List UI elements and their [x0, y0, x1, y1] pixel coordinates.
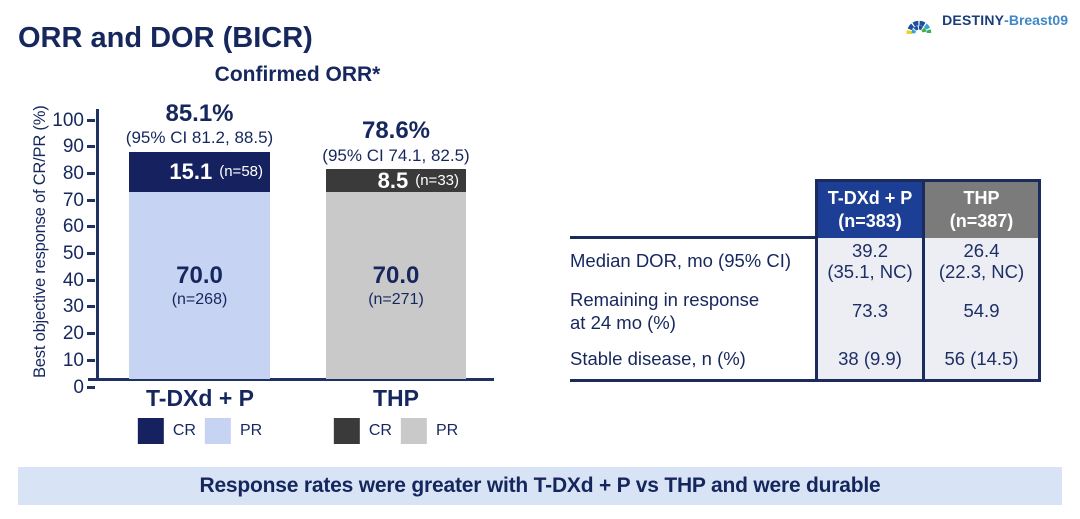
pr-legend-label: PR [239, 422, 263, 439]
table-cell: 73.3 [818, 284, 922, 338]
cr-legend-label: CR [172, 422, 196, 439]
col-header-name: T-DXd + P [827, 187, 913, 208]
pr-legend-swatch [204, 418, 231, 444]
destiny-logo-icon [906, 20, 932, 34]
pr-label-block: 70.0 (n=271) [368, 262, 424, 309]
pr-legend-label: PR [435, 422, 459, 439]
table-cell: 54.9 [925, 284, 1038, 338]
bar-foot-thp: THP CR PR [333, 385, 459, 444]
table-cell: 39.2 (35.1, NC) [818, 238, 922, 284]
y-tick-100: 100 [46, 111, 97, 130]
cell-ci: (22.3, NC) [938, 261, 1025, 282]
dor-table-row-labels: Median DOR, mo (95% CI) Remaining in res… [570, 238, 812, 379]
row-label-line: Median DOR, mo (95% CI) [570, 250, 792, 272]
cr-segment: 15.1 (n=58) [129, 151, 270, 193]
table-cell: 38 (9.9) [818, 338, 922, 379]
table-cell: 26.4 (22.3, NC) [925, 238, 1038, 284]
y-tick-90: 90 [46, 137, 97, 156]
orr-total-block: 78.6% (95% CI 74.1, 82.5) [322, 117, 469, 166]
table-cell: 56 (14.5) [925, 338, 1038, 379]
y-tick-60: 60 [46, 217, 97, 236]
pr-n-count: (n=271) [368, 290, 424, 308]
legend-thp: CR PR [333, 418, 459, 444]
cr-value: 15.1 [169, 158, 213, 184]
y-tick-0: 0 [46, 378, 97, 397]
col-header-name: THP [963, 187, 1000, 208]
x-category-label: T-DXd + P [146, 385, 254, 411]
cr-n-count: (n=58) [219, 163, 263, 181]
x-axis-line [88, 378, 494, 381]
cr-n-count: (n=33) [415, 172, 459, 190]
destiny-logo: DESTINY-Breast09 [901, 7, 1068, 34]
bar-foot-tdxd-p: T-DXd + P CR PR [137, 385, 263, 444]
y-tick-30: 30 [46, 297, 97, 316]
chart-title: Confirmed ORR* [214, 63, 381, 86]
bar-group-thp: 78.6% (95% CI 74.1, 82.5) 8.5 (n=33) 70.… [322, 117, 470, 379]
cell-ci: (35.1, NC) [827, 261, 913, 282]
pr-legend-swatch [400, 418, 427, 444]
col-header-n: (n=383) [838, 211, 902, 231]
table-row-label-median-dor: Median DOR, mo (95% CI) [570, 238, 812, 284]
cell-value: 56 (14.5) [944, 347, 1019, 369]
y-tick-40: 40 [46, 271, 97, 290]
col-header-n: (n=387) [949, 211, 1014, 231]
orr-confidence-interval: (95% CI 81.2, 88.5) [125, 128, 274, 148]
y-tick-70: 70 [46, 191, 97, 210]
pr-value: 70.0 [372, 262, 420, 290]
orr-confidence-interval: (95% CI 74.1, 82.5) [322, 146, 470, 166]
logo-brand: DESTINY [942, 11, 1005, 28]
cr-legend-swatch [137, 418, 164, 444]
cell-value: 54.9 [963, 300, 1000, 322]
page-title: ORR and DOR (BICR) [18, 22, 313, 54]
cr-legend-swatch [333, 418, 360, 444]
y-tick-10: 10 [46, 351, 97, 370]
table-col-thp: THP (n=387) 26.4 (22.3, NC) 54.9 56 (14.… [922, 179, 1041, 382]
pr-label-block: 70.0 (n=268) [172, 262, 228, 309]
bar-group-tdxd-p: 85.1% (95% CI 81.2, 88.5) 15.1 (n=58) 70… [126, 100, 273, 379]
summary-banner: Response rates were greater with T-DXd +… [18, 467, 1062, 505]
table-bottom-rule [570, 378, 1041, 382]
pr-segment: 70.0 (n=268) [129, 192, 270, 379]
y-tick-80: 80 [46, 164, 97, 183]
orr-total-value: 78.6% [361, 117, 431, 145]
y-tick-20: 20 [46, 324, 97, 343]
logo-suffix: -Breast09 [1004, 11, 1068, 28]
orr-total-value: 85.1% [165, 99, 234, 127]
table-col-header-thp: THP (n=387) [925, 182, 1038, 238]
cell-value: 73.3 [851, 300, 888, 322]
x-category-label: THP [373, 385, 419, 411]
cell-value: 38 (9.9) [838, 347, 902, 369]
row-label-line: Remaining in response [570, 288, 760, 310]
cell-value: 26.4 [963, 239, 1000, 261]
y-axis-line [96, 109, 99, 381]
table-row-label-stable-disease: Stable disease, n (%) [570, 338, 812, 379]
row-label-line: at 24 mo (%) [570, 312, 676, 333]
cr-value: 8.5 [377, 167, 409, 193]
orr-total-block: 85.1% (95% CI 81.2, 88.5) [126, 100, 273, 149]
pr-n-count: (n=268) [171, 290, 228, 308]
table-top-rule [570, 236, 815, 239]
pr-segment: 70.0 (n=271) [326, 192, 466, 379]
y-tick-50: 50 [46, 244, 97, 263]
pr-value: 70.0 [176, 262, 223, 290]
cr-legend-label: CR [368, 422, 392, 439]
summary-banner-text: Response rates were greater with T-DXd +… [199, 474, 881, 497]
cr-segment: 8.5 (n=33) [326, 167, 466, 193]
cell-value: 39.2 [851, 239, 888, 261]
table-row-label-remaining: Remaining in response at 24 mo (%) [570, 284, 812, 338]
table-col-header-tdxd-p: T-DXd + P (n=383) [818, 182, 922, 238]
table-col-tdxd-p: T-DXd + P (n=383) 39.2 (35.1, NC) 73.3 3… [815, 179, 925, 382]
legend-tdxd-p: CR PR [137, 418, 263, 444]
row-label-line: Stable disease, n (%) [570, 347, 746, 369]
